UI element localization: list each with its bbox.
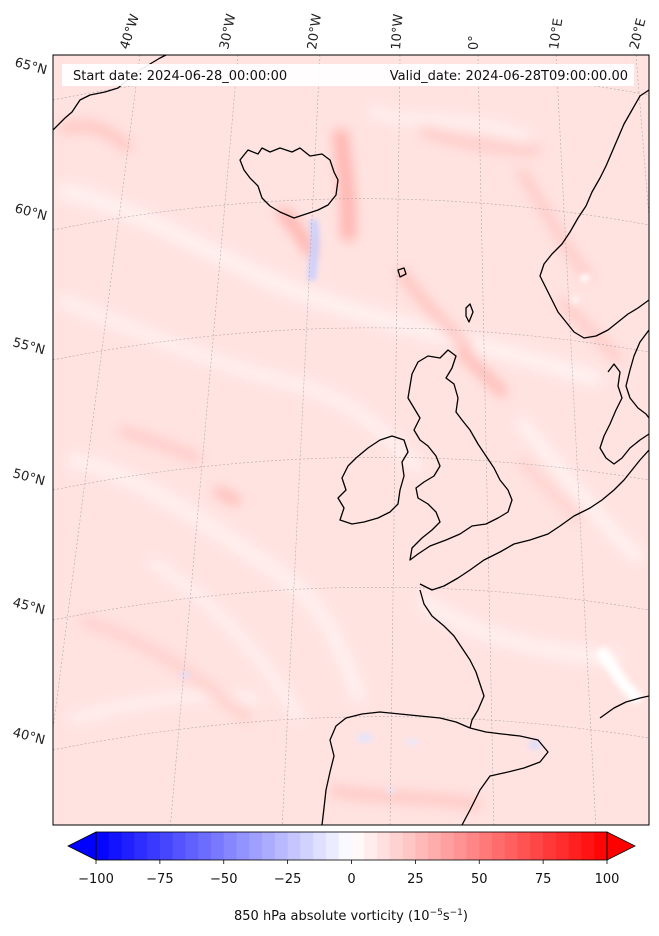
colorbar-segment — [172, 832, 187, 860]
colorbar-segment — [415, 832, 429, 860]
colorbar-label-exp2: −1 — [450, 908, 463, 918]
colorbar-segment — [313, 832, 327, 860]
colorbar: −100 −75 −50 −25 0 25 50 75 100 850 hPa absolute… — [67, 831, 636, 924]
colorbar-segment — [389, 832, 404, 860]
colorbar-extend-max — [606, 831, 636, 861]
colorbar-segment — [402, 832, 416, 860]
colorbar-ticks: −100 −75 −50 −25 0 25 50 75 100 — [78, 860, 619, 887]
lat-label-45n: 45°N — [11, 595, 47, 618]
colorbar-tick-label: −75 — [146, 872, 173, 887]
sweden-coast — [625, 329, 649, 419]
map-frame — [52, 54, 650, 826]
lat-label-40n: 40°N — [11, 725, 47, 748]
map-panel: Start date: 2024-06-28_00:00:00 Valid_da… — [52, 54, 650, 826]
colorbar-segment — [504, 832, 519, 860]
coastlines — [53, 55, 649, 825]
colorbar-segment — [364, 832, 378, 860]
lat-label-60n: 60°N — [13, 201, 49, 224]
colorbar-tick-label: 0 — [347, 872, 355, 887]
colorbar-label-exp1: −5 — [430, 908, 443, 918]
colorbar-segment — [198, 832, 212, 860]
europe-coast — [419, 449, 649, 591]
iceland-coast — [239, 147, 339, 219]
colorbar-label-close: ) — [463, 909, 468, 924]
lon-label-30w: 30°W — [217, 12, 239, 50]
lat-label-55n: 55°N — [11, 335, 47, 358]
colorbar-label-text: 850 hPa absolute vorticity (10 — [234, 909, 430, 924]
italy-coast — [599, 695, 649, 719]
lon-label-40w: 40°W — [118, 12, 143, 51]
bay-of-biscay-coast — [419, 589, 485, 729]
colorbar-segment — [185, 832, 199, 860]
colorbar-segment — [274, 832, 289, 860]
colorbar-segment — [543, 832, 557, 860]
colorbar-segment — [581, 832, 595, 860]
colorbar-segment — [377, 832, 391, 860]
lon-label-20e: 20°E — [627, 17, 649, 51]
britain-coast — [407, 349, 513, 561]
colorbar-segment — [159, 832, 174, 860]
colorbar-segments — [96, 832, 608, 860]
colorbar-segment — [555, 832, 570, 860]
norway-coast — [539, 89, 649, 339]
colorbar-tick-label: −100 — [78, 872, 114, 887]
colorbar-tick-label: 50 — [471, 872, 488, 887]
colorbar-segment — [338, 832, 353, 860]
colorbar-tick-label: 75 — [535, 872, 552, 887]
colorbar-segment — [210, 832, 225, 860]
colorbar-tick-label: −25 — [274, 872, 301, 887]
colorbar-segment — [428, 832, 442, 860]
colorbar-segment — [121, 832, 135, 860]
lon-label-10w: 10°W — [389, 13, 406, 50]
colorbar-segment — [351, 832, 365, 860]
colorbar-tick-label: 100 — [595, 872, 620, 887]
lon-label-20w: 20°W — [305, 13, 325, 51]
faroe-islands — [397, 267, 407, 278]
colorbar-segment — [517, 832, 531, 860]
lon-label-0: 0° — [467, 35, 482, 50]
colorbar-label: 850 hPa absolute vorticity (10−5s−1) — [234, 908, 468, 924]
denmark-coast — [599, 363, 649, 465]
colorbar-extend-min — [67, 831, 97, 861]
greenland-coast — [53, 55, 167, 131]
ireland-coast — [337, 435, 409, 525]
colorbar-segment — [287, 832, 302, 860]
start-date-label: Start date: 2024-06-28_00:00:00 — [73, 69, 287, 84]
colorbar-segment — [108, 832, 123, 860]
colorbar-segment — [568, 832, 583, 860]
latitude-labels: 65°N 60°N 55°N 50°N 45°N 40°N — [11, 55, 49, 748]
lat-label-50n: 50°N — [11, 466, 47, 489]
colorbar-segment — [440, 832, 455, 860]
colorbar-segment — [262, 832, 276, 860]
colorbar-segment — [466, 832, 480, 860]
longitude-labels: 40°W 30°W 20°W 10°W 0° 10°E 20°E — [118, 12, 650, 51]
colorbar-label-mid: s — [443, 909, 450, 924]
colorbar-segment — [223, 832, 238, 860]
colorbar-segment — [530, 832, 544, 860]
colorbar-segment — [134, 832, 148, 860]
colorbar-segment — [594, 832, 608, 860]
colorbar-tick-label: −50 — [210, 872, 237, 887]
colorbar-tick-label: 25 — [407, 872, 424, 887]
header-backdrop — [62, 64, 634, 86]
mediterranean-coast — [461, 727, 549, 825]
colorbar-segment — [325, 832, 340, 860]
colorbar-segment — [96, 832, 110, 860]
colorbar-segment — [147, 832, 161, 860]
iberia-coast — [321, 711, 471, 825]
colorbar-segment — [249, 832, 263, 860]
valid-date-label: Valid_date: 2024-06-28T09:00:00.00 — [390, 69, 628, 84]
colorbar-segment — [479, 832, 493, 860]
colorbar-segment — [300, 832, 314, 860]
lon-label-10e: 10°E — [547, 18, 566, 51]
lat-label-65n: 65°N — [13, 55, 49, 78]
colorbar-segment — [236, 832, 250, 860]
colorbar-segment — [453, 832, 468, 860]
shetland-islands — [465, 303, 474, 323]
colorbar-segment — [492, 832, 506, 860]
